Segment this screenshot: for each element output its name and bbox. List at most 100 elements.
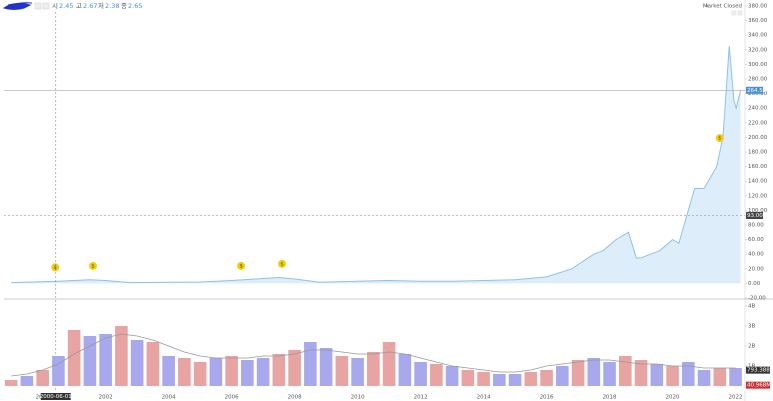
y-tick-label: 260.00 (748, 91, 768, 97)
volume-bar (382, 342, 396, 386)
volume-bar (493, 374, 506, 386)
volume-bar (713, 368, 727, 386)
volume-bar (650, 364, 664, 386)
volume-bar (729, 368, 742, 386)
price-tag (746, 86, 763, 94)
volume-bar (178, 358, 191, 386)
dividend-label: $ (239, 263, 243, 269)
volume-bar (36, 370, 49, 386)
volume-tag (746, 366, 770, 374)
x-tick-label: 2020 (666, 395, 680, 401)
x-tick-label: 2018 (603, 395, 617, 401)
y-tick-label: 160.00 (748, 164, 768, 170)
icon-button[interactable] (731, 10, 737, 16)
volume-bar (288, 350, 301, 386)
low-value: 2.38 (105, 2, 119, 10)
icon-button[interactable] (34, 2, 42, 10)
high-value: 2.67 (83, 2, 97, 10)
close-value: 2.65 (128, 2, 142, 10)
volume-bar (52, 356, 65, 386)
market-status: Market Closed (703, 4, 742, 10)
y-tick-label: 360.00 (748, 18, 768, 24)
y-tick-label: 20.00 (748, 266, 764, 272)
price-tag-label: 93.00 (747, 213, 763, 219)
volume-bar (83, 336, 97, 386)
volume-bar (445, 366, 459, 386)
dividend-marker (89, 261, 98, 270)
volume-bar (256, 358, 270, 386)
y-tick-label: 2B (748, 344, 755, 350)
price-line (11, 46, 742, 284)
open-label: 시 (52, 2, 58, 10)
volume-bar (414, 362, 427, 386)
volume-bar (162, 356, 175, 386)
y-tick-label: 120.00 (748, 193, 768, 199)
plot-layer: -20.00 0.00 20.00 40.00 60.00 80.00 100.00 120.… (4, 4, 773, 401)
y-tick-label: 320.00 (748, 47, 768, 53)
volume-bar (430, 364, 443, 386)
dividend-label: $ (280, 261, 284, 267)
y-tick-label: 240.00 (748, 106, 768, 112)
volume-bar (304, 342, 317, 386)
volume-bar (272, 354, 286, 386)
x-tick-label: 2012 (414, 395, 428, 401)
icon-button[interactable] (737, 10, 743, 16)
dividend-label: $ (53, 265, 57, 271)
volume-bar (67, 330, 81, 386)
close-label: 종 (121, 2, 127, 10)
volume-bar (571, 360, 585, 386)
volume-bar (587, 358, 601, 386)
x-tick-label: 2002 (99, 395, 113, 401)
volume-bar (682, 362, 695, 386)
volume-bar (115, 326, 128, 386)
y-tick-label: 100.00 (748, 208, 768, 214)
y-tick-label: 80.00 (748, 223, 764, 229)
volume-bar (225, 356, 238, 386)
y-tick-label: 3B (748, 324, 755, 330)
crosshair-label: 2000-06-01 (40, 394, 72, 400)
volume-bar (461, 370, 475, 386)
dividend-label: $ (718, 136, 722, 142)
price-tag-label: 264.53 (747, 88, 767, 94)
x-tick-label: 2016 (540, 395, 554, 401)
logo (2, 2, 33, 10)
y-tick-label: -20.00 (748, 296, 766, 302)
volume-bar (4, 380, 18, 386)
y-tick-label: 0.00 (748, 281, 761, 287)
x-tick-label: 2008 (288, 395, 302, 401)
x-tick-label: 2010 (351, 395, 365, 401)
volume-bar (241, 360, 254, 386)
y-tick-label: 220.00 (748, 120, 768, 126)
volume-bar (351, 358, 364, 386)
volume-tag-label: 40.968M (747, 383, 771, 389)
price-area (11, 46, 741, 284)
dividend-marker (237, 261, 246, 270)
volume-tag-label: 793.388M (747, 368, 773, 374)
status-dot (705, 4, 709, 8)
y-tick-label: 200.00 (748, 135, 768, 141)
x-tick-label: 2014 (477, 395, 491, 401)
dividend-marker (51, 263, 60, 272)
price-tag (746, 212, 763, 220)
dividend-label: $ (91, 263, 95, 269)
volume-ma-line (11, 333, 736, 377)
volume-bar (603, 362, 616, 386)
volume-bar (508, 374, 522, 386)
y-tick-label: 180.00 (748, 150, 768, 156)
y-tick-label: 140.00 (748, 179, 768, 185)
volume-bar (524, 372, 538, 386)
volume-bar (319, 348, 333, 386)
dividend-marker (278, 259, 287, 268)
volume-bar (477, 372, 490, 386)
volume-bar (666, 366, 679, 386)
icon-button[interactable] (42, 2, 50, 10)
volume-bar (209, 358, 223, 386)
high-label: 고 (76, 2, 82, 10)
y-tick-label: 4B (748, 304, 755, 310)
volume-bar (335, 356, 349, 386)
volume-bar (193, 362, 207, 386)
x-tick-label: 2004 (162, 395, 176, 401)
volume-bar (556, 366, 569, 386)
y-tick-label: 340.00 (748, 33, 768, 39)
